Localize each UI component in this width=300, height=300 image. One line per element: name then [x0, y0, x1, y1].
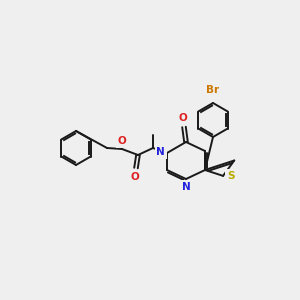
Text: S: S: [227, 171, 235, 181]
Text: N: N: [156, 147, 165, 157]
Text: O: O: [178, 113, 188, 123]
Text: O: O: [130, 172, 140, 182]
Text: N: N: [182, 182, 190, 192]
Text: Br: Br: [206, 85, 220, 95]
Text: O: O: [118, 136, 126, 146]
